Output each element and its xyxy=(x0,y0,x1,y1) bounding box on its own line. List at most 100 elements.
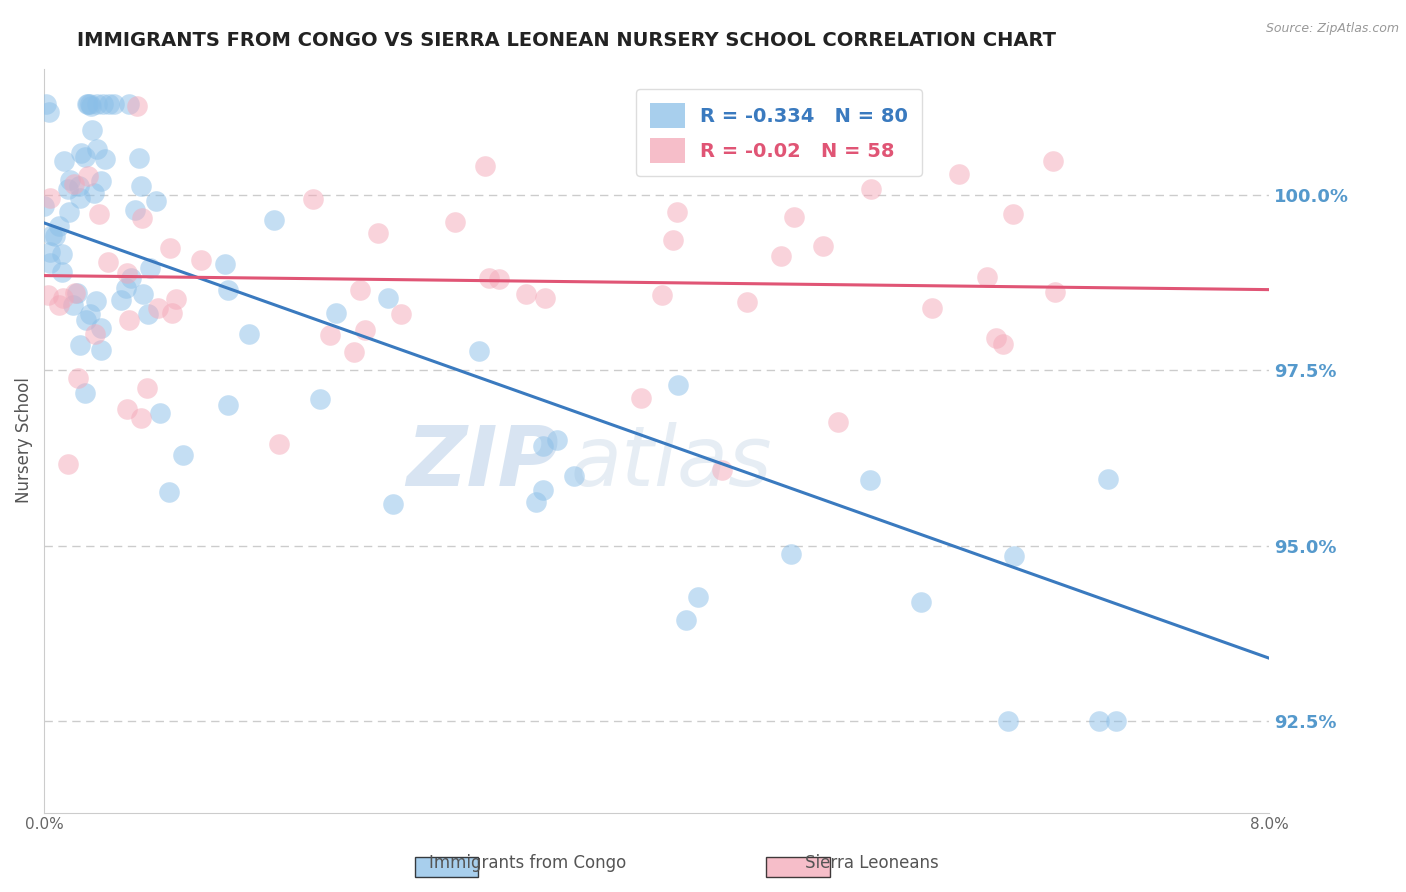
Point xyxy=(172,448,194,462)
Point xyxy=(118,96,141,111)
Point xyxy=(976,269,998,284)
Point xyxy=(686,590,709,604)
Point xyxy=(343,344,366,359)
Text: atlas: atlas xyxy=(571,422,772,503)
Point xyxy=(515,287,537,301)
Point xyxy=(478,271,501,285)
Point xyxy=(39,256,62,270)
Point xyxy=(139,260,162,275)
Point xyxy=(69,191,91,205)
Point xyxy=(1087,714,1109,729)
Point xyxy=(737,294,759,309)
Point xyxy=(51,265,73,279)
Point xyxy=(159,240,181,254)
Point xyxy=(1105,714,1128,729)
Point xyxy=(769,249,792,263)
Point xyxy=(89,207,111,221)
Point xyxy=(124,202,146,217)
Point xyxy=(474,159,496,173)
Point xyxy=(62,298,84,312)
Point xyxy=(51,247,73,261)
Point xyxy=(75,150,97,164)
Point xyxy=(91,96,114,111)
Point xyxy=(238,326,260,341)
Point xyxy=(377,291,399,305)
Point xyxy=(217,398,239,412)
Point xyxy=(910,594,932,608)
Point xyxy=(66,285,89,300)
Point xyxy=(58,205,80,219)
Point xyxy=(131,211,153,226)
Point xyxy=(301,192,323,206)
Point xyxy=(666,205,689,219)
Point xyxy=(67,178,90,193)
Point xyxy=(59,172,82,186)
Point xyxy=(354,323,377,337)
Point xyxy=(546,433,568,447)
Point xyxy=(131,179,153,194)
Point xyxy=(488,272,510,286)
Point xyxy=(190,252,212,267)
Point xyxy=(860,182,883,196)
Point xyxy=(827,416,849,430)
Point xyxy=(86,142,108,156)
Point xyxy=(120,271,142,285)
Point xyxy=(48,298,70,312)
Point xyxy=(66,371,89,385)
Point xyxy=(710,463,733,477)
Point xyxy=(325,306,347,320)
Point xyxy=(94,152,117,166)
Point xyxy=(811,238,834,252)
Point xyxy=(117,401,139,416)
Point xyxy=(1001,207,1024,221)
Point xyxy=(48,219,70,233)
Point xyxy=(160,305,183,319)
Point xyxy=(84,293,107,308)
Point xyxy=(103,96,125,111)
Point xyxy=(309,392,332,406)
Point xyxy=(675,613,697,627)
Point xyxy=(128,151,150,165)
Point xyxy=(65,285,87,300)
Legend: R = -0.334   N = 80, R = -0.02   N = 58: R = -0.334 N = 80, R = -0.02 N = 58 xyxy=(636,89,922,177)
Point xyxy=(389,307,412,321)
Point xyxy=(783,210,806,224)
Point xyxy=(35,96,58,111)
Point xyxy=(524,494,547,508)
Point xyxy=(129,411,152,425)
Text: IMMIGRANTS FROM CONGO VS SIERRA LEONEAN NURSERY SCHOOL CORRELATION CHART: IMMIGRANTS FROM CONGO VS SIERRA LEONEAN … xyxy=(77,31,1056,50)
Point xyxy=(63,177,86,191)
Point xyxy=(77,169,100,184)
Point xyxy=(77,96,100,111)
Point xyxy=(32,199,55,213)
Point xyxy=(531,439,554,453)
Point xyxy=(39,191,62,205)
Text: Immigrants from Congo: Immigrants from Congo xyxy=(429,855,626,872)
Point xyxy=(780,547,803,561)
Point xyxy=(662,233,685,247)
Point xyxy=(444,215,467,229)
Point xyxy=(79,96,101,111)
Point xyxy=(165,292,187,306)
Point xyxy=(90,321,112,335)
Point xyxy=(1097,472,1119,486)
Point xyxy=(630,391,652,405)
Point xyxy=(157,484,180,499)
Point xyxy=(214,257,236,271)
Point xyxy=(41,228,63,243)
Point xyxy=(80,99,103,113)
Point xyxy=(75,312,97,326)
Point xyxy=(73,386,96,401)
Point xyxy=(921,301,943,316)
Y-axis label: Nursery School: Nursery School xyxy=(15,377,32,503)
Point xyxy=(148,301,170,315)
Point xyxy=(1002,549,1025,564)
Point xyxy=(53,153,76,168)
Point xyxy=(125,98,148,112)
Point xyxy=(666,378,689,392)
Point xyxy=(533,291,555,305)
Point xyxy=(1042,153,1064,168)
Point xyxy=(38,244,60,259)
Point xyxy=(56,182,79,196)
Point xyxy=(651,288,673,302)
